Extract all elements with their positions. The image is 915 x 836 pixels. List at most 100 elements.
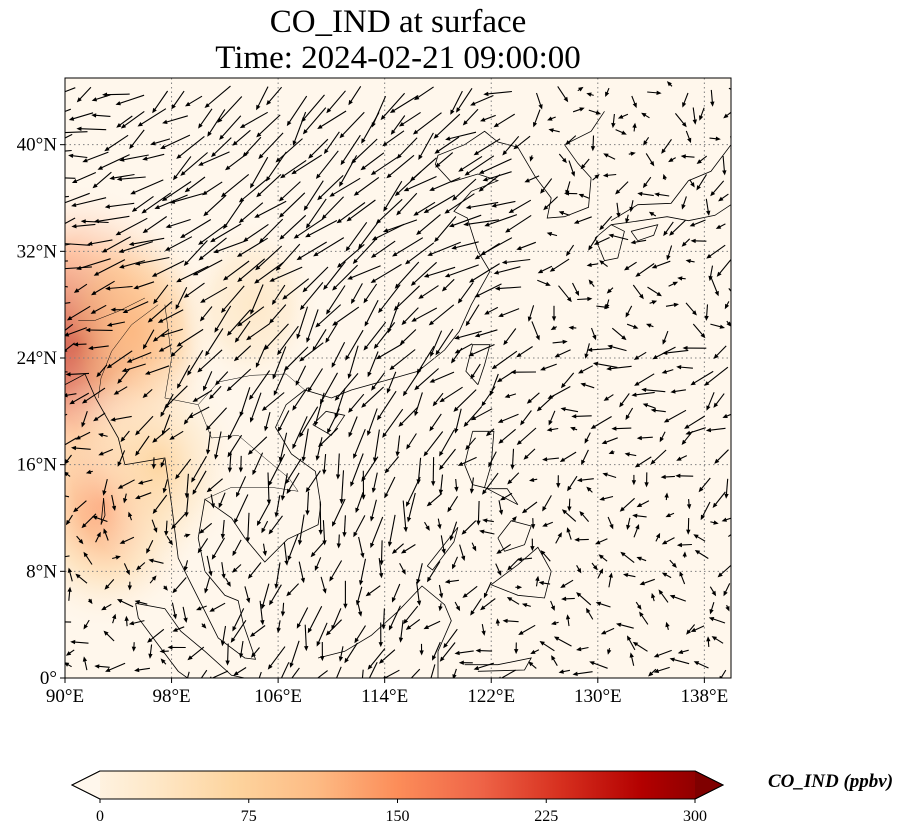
wind-arrow [96,364,108,378]
wind-arrow [480,114,496,122]
wind-arrow [213,239,248,254]
wind-arrow [603,153,616,160]
wind-arrow [332,264,358,291]
wind-arrow [717,564,731,578]
wind-arrow [71,171,97,183]
wind-arrow [280,159,307,179]
wind-arrow [361,470,366,500]
wind-arrow [454,330,482,340]
wind-arrow [394,261,420,289]
wind-arrow [453,389,477,412]
wind-arrow [237,306,265,327]
wind-arrow [136,562,146,571]
wind-arrow [346,199,376,222]
wind-arrow [565,135,577,146]
wind-arrow [714,449,729,464]
wind-arrow [122,301,149,313]
wind-arrow [493,113,515,128]
wind-arrow [256,86,269,111]
wind-arrow [405,242,435,265]
wind-arrow [83,551,93,565]
wind-arrow [88,345,109,351]
wind-arrow [363,321,387,351]
wind-arrow [387,514,396,547]
wind-arrow [218,492,226,509]
wind-arrow [461,520,477,535]
wind-arrow [275,138,303,163]
wind-arrow [76,126,107,131]
wind-arrow [710,180,725,197]
wind-arrow [249,625,266,637]
wind-arrow [119,260,146,269]
wind-arrow [429,177,461,191]
wind-arrow [175,287,188,310]
map-axes: 90°E 98°E 106°E 114°E 122°E 130°E 138°E 0° 8°N 16… [17,135,729,707]
wind-arrow [120,110,145,129]
wind-arrow [81,411,88,428]
wind-arrow [491,350,518,370]
wind-arrow [255,344,267,368]
wind-arrow [176,265,209,283]
wind-arrow [211,137,232,158]
wind-arrow [269,584,282,606]
wind-arrow [636,435,653,441]
wind-arrow [406,433,417,450]
wind-arrow [115,94,145,106]
wind-arrow [395,435,401,457]
wind-arrow [353,428,366,459]
wind-arrow [389,95,419,113]
wind-arrow [204,85,231,108]
wind-arrow [424,521,430,531]
wind-arrow [641,387,666,393]
wind-arrow [606,365,632,371]
wind-arrow [607,516,614,530]
wind-arrow [254,200,287,218]
wind-arrow [628,151,636,156]
wind-arrow [278,192,306,218]
wind-arrow [542,521,554,527]
wind-arrow [623,573,636,578]
wind-arrow [65,621,72,623]
wind-arrow [572,671,593,676]
wind-arrow [226,309,251,336]
wind-arrow [430,664,436,678]
wind-arrow [162,479,168,494]
wind-arrow [520,410,532,426]
wind-arrow [675,473,694,478]
wind-arrow [696,174,707,191]
border-segment [204,487,299,500]
wind-arrow [642,403,656,409]
wind-arrow [203,371,213,392]
wind-arrow [65,514,73,526]
wind-arrow [313,237,345,257]
wind-arrow [473,662,494,671]
wind-arrow [587,347,612,352]
wind-arrow [325,322,338,344]
wind-arrow [412,112,442,135]
wind-arrow [83,619,90,630]
wind-arrow [226,368,252,392]
wind-arrow [523,448,536,460]
wind-arrow [353,515,366,538]
wind-arrow [378,284,401,314]
wind-arrow [635,263,655,277]
wind-arrow [142,329,155,350]
wind-arrow [468,343,495,357]
wind-arrow [399,563,406,575]
wind-arrow [198,223,228,245]
wind-arrow [361,386,384,408]
wind-arrow [489,373,499,396]
x-tick-label: 90°E [46,686,84,707]
wind-arrow [234,320,251,343]
wind-arrow [589,661,608,669]
wind-arrow [239,641,244,659]
wind-arrow [454,408,462,434]
wind-arrow [297,514,305,546]
wind-arrow [254,262,284,284]
wind-arrow [661,369,674,374]
wind-arrow [540,550,551,562]
wind-arrow [291,667,300,678]
wind-arrow [71,223,96,229]
wind-arrow [67,567,73,582]
wind-arrow [183,282,205,298]
